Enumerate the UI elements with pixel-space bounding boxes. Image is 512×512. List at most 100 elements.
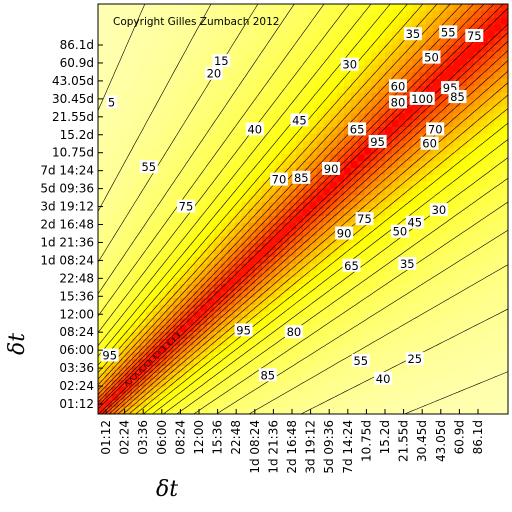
x-tick-label: 02:24: [118, 420, 132, 455]
heatmap-cell: [419, 17, 427, 26]
heatmap-cell: [186, 325, 195, 333]
heatmap-cell: [98, 99, 106, 108]
contour-label-text: 45: [292, 113, 307, 127]
heatmap-cell: [405, 318, 413, 326]
x-axis-ticks: 01:12 02:24 03:36 06:00 08:24 12:00 15:36 22:48…: [99, 409, 485, 474]
heatmap-cell: [501, 373, 508, 381]
heatmap-cell: [446, 304, 454, 313]
heatmap-cell: [412, 202, 420, 210]
heatmap-cell: [104, 31, 113, 39]
heatmap-cell: [350, 229, 359, 237]
heatmap-cell: [412, 174, 420, 183]
heatmap-cell: [275, 154, 284, 162]
heatmap-cell: [98, 133, 106, 142]
heatmap-cell: [357, 99, 366, 108]
heatmap-cell: [426, 297, 434, 306]
heatmap-cell: [501, 195, 508, 203]
heatmap-cell: [487, 65, 495, 73]
heatmap-cell: [248, 10, 256, 19]
heatmap-cell: [480, 168, 489, 176]
contour-label-bg: [355, 212, 374, 226]
heatmap-cell: [405, 168, 413, 176]
heatmap-cell: [125, 284, 133, 292]
heatmap-cell: [268, 106, 277, 114]
heatmap-cell: [275, 332, 284, 340]
heatmap-cell: [282, 393, 290, 401]
heatmap-cell: [200, 400, 208, 408]
heatmap-cell: [104, 147, 113, 155]
heatmap-cell: [221, 99, 229, 108]
heatmap-cell: [405, 147, 413, 155]
heatmap-cell: [296, 161, 304, 169]
heatmap-cell: [398, 181, 407, 190]
heatmap-cell: [186, 140, 195, 149]
heatmap-cell: [248, 202, 256, 210]
heatmap-cell: [125, 215, 133, 224]
heatmap-cell: [330, 366, 338, 374]
heatmap-cell: [309, 127, 318, 135]
heatmap-cell: [460, 270, 468, 278]
heatmap-cell: [234, 58, 243, 67]
heatmap-cell: [152, 229, 161, 237]
heatmap-cell: [344, 17, 352, 26]
heatmap-cell: [248, 291, 256, 299]
heatmap-cell: [412, 154, 420, 162]
heatmap-cell: [357, 51, 366, 60]
heatmap-cell: [330, 17, 338, 26]
heatmap-cell: [398, 332, 407, 340]
heatmap-cell: [480, 113, 489, 121]
heatmap-cell: [193, 332, 202, 340]
heatmap-cell: [104, 209, 113, 217]
heatmap-cell: [145, 250, 154, 258]
heatmap-cell: [330, 106, 338, 114]
heatmap-cell: [364, 332, 372, 340]
heatmap-cell: [132, 188, 140, 196]
heatmap-cell: [118, 250, 126, 258]
heatmap-cell: [104, 133, 113, 142]
heatmap-cell: [152, 352, 161, 360]
heatmap-cell: [385, 270, 393, 278]
heatmap-cell: [241, 168, 249, 176]
heatmap-cell: [419, 236, 427, 244]
heatmap-cell: [480, 17, 489, 26]
heatmap-cell: [330, 51, 338, 60]
heatmap-cell: [323, 10, 331, 19]
heatmap-cell: [173, 263, 181, 272]
heatmap-cell: [173, 45, 181, 53]
heatmap-cell: [473, 174, 482, 183]
heatmap-cell: [412, 113, 420, 121]
contour-label-text: 95: [370, 135, 385, 149]
heatmap-cell: [104, 202, 113, 210]
heatmap-cell: [473, 4, 482, 12]
heatmap-cell: [98, 222, 106, 231]
heatmap-cell: [501, 72, 508, 80]
heatmap-cell: [98, 106, 106, 114]
heatmap-cell: [385, 174, 393, 183]
heatmap-cell: [255, 359, 263, 367]
heatmap-cell: [268, 10, 277, 19]
heatmap-cell: [214, 133, 222, 142]
heatmap-cell: [227, 215, 236, 224]
heatmap-cell: [234, 113, 243, 121]
heatmap-cell: [159, 297, 167, 306]
heatmap-cell: [118, 24, 126, 32]
heatmap-cell: [200, 195, 208, 203]
heatmap-cell: [241, 140, 249, 149]
heatmap-cell: [262, 379, 270, 388]
heatmap-cell: [371, 366, 379, 374]
heatmap-cell: [111, 140, 120, 149]
heatmap-cell: [200, 51, 208, 60]
heatmap-cell: [173, 92, 181, 101]
heatmap-cell: [268, 113, 277, 121]
heatmap-cell: [111, 400, 120, 408]
heatmap-cell: [227, 79, 236, 87]
heatmap-cell: [125, 352, 133, 360]
heatmap-cell: [262, 332, 270, 340]
heatmap-cell: [487, 79, 495, 87]
heatmap-cell: [262, 147, 270, 155]
heatmap-cell: [467, 243, 475, 251]
heatmap-cell: [391, 318, 400, 326]
heatmap-cell: [214, 222, 222, 231]
heatmap-cell: [337, 373, 345, 381]
heatmap-cell: [487, 236, 495, 244]
